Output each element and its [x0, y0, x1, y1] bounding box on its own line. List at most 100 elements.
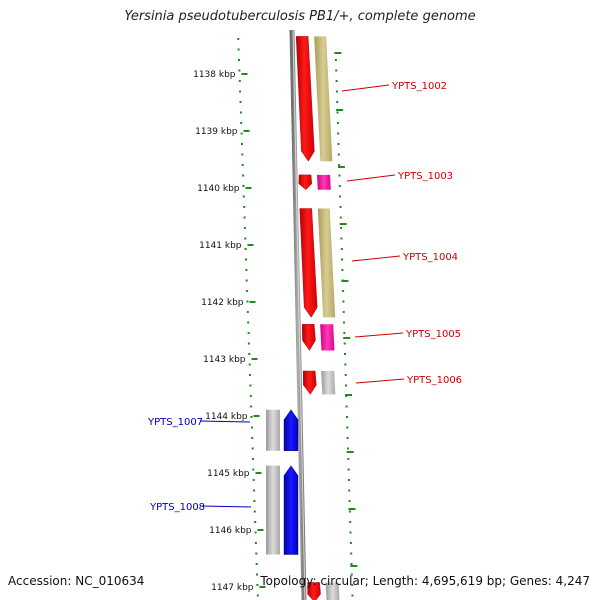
ruler-dot-left [255, 552, 258, 555]
cog-category-bar [266, 465, 280, 555]
scale-tick-label: 1141 kbp [199, 241, 242, 251]
ruler-dot-left [244, 248, 247, 250]
gene-arrow-forward[interactable] [298, 174, 312, 190]
gene-arrow-forward[interactable] [301, 324, 316, 351]
scale-tick-right [345, 394, 352, 396]
ruler-dot-left [247, 332, 250, 334]
ruler-dot-left [243, 216, 246, 219]
scale-tick-right [334, 52, 342, 54]
ruler-dot-right [345, 405, 348, 408]
ruler-dot-left [239, 90, 242, 93]
cog-category-bar [314, 36, 333, 162]
backbone-layer [289, 29, 307, 600]
ruler-dot-left [244, 237, 247, 240]
ruler-dot-right [334, 59, 337, 61]
backbone-highlight [292, 29, 306, 600]
ruler-dot-left [252, 468, 255, 471]
ruler-dot-right [347, 468, 350, 471]
ruler-dot-left [250, 416, 253, 418]
ruler-dot-right [343, 332, 346, 334]
gene-label[interactable]: YPTS_1004 [402, 252, 458, 263]
scale-tick-right [341, 280, 349, 282]
gene-label-leader [346, 174, 396, 182]
gene-label[interactable]: YPTS_1005 [405, 329, 461, 340]
ruler-dot-left [238, 59, 240, 61]
ruler-dot-left [245, 269, 248, 271]
ruler-dot-left [256, 573, 258, 576]
ruler-dot-right [349, 521, 352, 523]
ruler-dot-left [245, 258, 247, 261]
scale-tick-label: 1144 kbp [205, 412, 248, 422]
gene-label[interactable]: YPTS_1007 [147, 417, 203, 428]
ruler-dot-left [250, 405, 253, 408]
gene-arrow-forward[interactable] [307, 582, 321, 600]
ruler-dot-left [240, 132, 243, 135]
ruler-dot-left [246, 290, 249, 292]
gene-arrow-forward[interactable] [299, 208, 318, 318]
ruler-dot-right [336, 111, 339, 114]
gene-label-leader [341, 84, 390, 92]
ruler-dot-right [335, 90, 338, 93]
ruler-dot-right [338, 164, 341, 166]
ruler-dot-left [248, 353, 251, 355]
ruler-dot-right [336, 101, 339, 103]
ruler-dot-right [335, 80, 338, 82]
map-title: Yersinia pseudotuberculosis PB1/+, compl… [124, 9, 476, 24]
ruler-dot-right [348, 489, 351, 492]
ruler-dot-left [248, 363, 251, 366]
cog-category-bar [317, 174, 331, 190]
gene-arrow-forward[interactable] [302, 370, 317, 395]
ruler-dot-left [253, 510, 256, 513]
scale-tick-right [343, 337, 351, 339]
ruler-dot-left [254, 542, 257, 544]
ruler-dot-right [343, 321, 345, 324]
ruler-dot-left [241, 153, 244, 156]
gene-arrow-forward[interactable] [295, 36, 315, 162]
gene-label[interactable]: YPTS_1008 [149, 502, 205, 513]
scale-tick-major [255, 472, 262, 474]
ruler-dot-right [335, 69, 338, 72]
ruler-dot-left [256, 584, 259, 586]
ruler-dot-left [242, 195, 245, 198]
cog-category-bar [321, 370, 336, 395]
gene-arrow-reverse[interactable] [283, 465, 299, 555]
ruler-dot-left [242, 174, 245, 177]
gene-arrow-reverse[interactable] [283, 409, 299, 451]
ruler-dot-left [237, 48, 240, 51]
ruler-dot-right [351, 594, 354, 597]
ruler-dot-left [254, 521, 257, 523]
ruler-dot-right [340, 227, 343, 229]
scale-tick-right [350, 565, 358, 567]
ruler-dot-left [237, 38, 240, 40]
scale-tick-label: 1138 kbp [193, 70, 236, 80]
ruler-dot-right [347, 479, 350, 481]
cog-category-bar [320, 324, 335, 351]
cog-category-layer [266, 36, 340, 600]
ruler-dot-left [249, 395, 252, 397]
scale-tick-major [253, 415, 260, 417]
ruler-dot-right [348, 500, 351, 502]
gene-label[interactable]: YPTS_1006 [406, 375, 462, 386]
ruler-dot-right [349, 542, 352, 544]
ruler-dot-left [251, 437, 254, 439]
scale-tick-right [336, 109, 344, 111]
gene-label[interactable]: YPTS_1003 [397, 171, 453, 182]
ruler-dot-right [339, 195, 342, 198]
ruler-dot-left [239, 101, 242, 103]
ruler-dot-right [346, 426, 349, 429]
ruler-dot-left [245, 279, 248, 282]
ruler-dot-right [349, 531, 352, 534]
accession-label: Accession: NC_010634 [8, 574, 145, 588]
ruler-dot-right [350, 573, 353, 576]
scale-tick-label: 1146 kbp [209, 526, 252, 536]
ruler-dot-right [346, 447, 349, 450]
ruler-dot-left [254, 531, 257, 534]
ruler-dot-left [255, 563, 258, 565]
ruler-dot-right [350, 552, 353, 555]
ruler-dot-right [339, 216, 342, 219]
gene-label[interactable]: YPTS_1002 [391, 81, 447, 92]
ruler-dot-left [249, 374, 251, 376]
ruler-dot-right [337, 153, 340, 156]
